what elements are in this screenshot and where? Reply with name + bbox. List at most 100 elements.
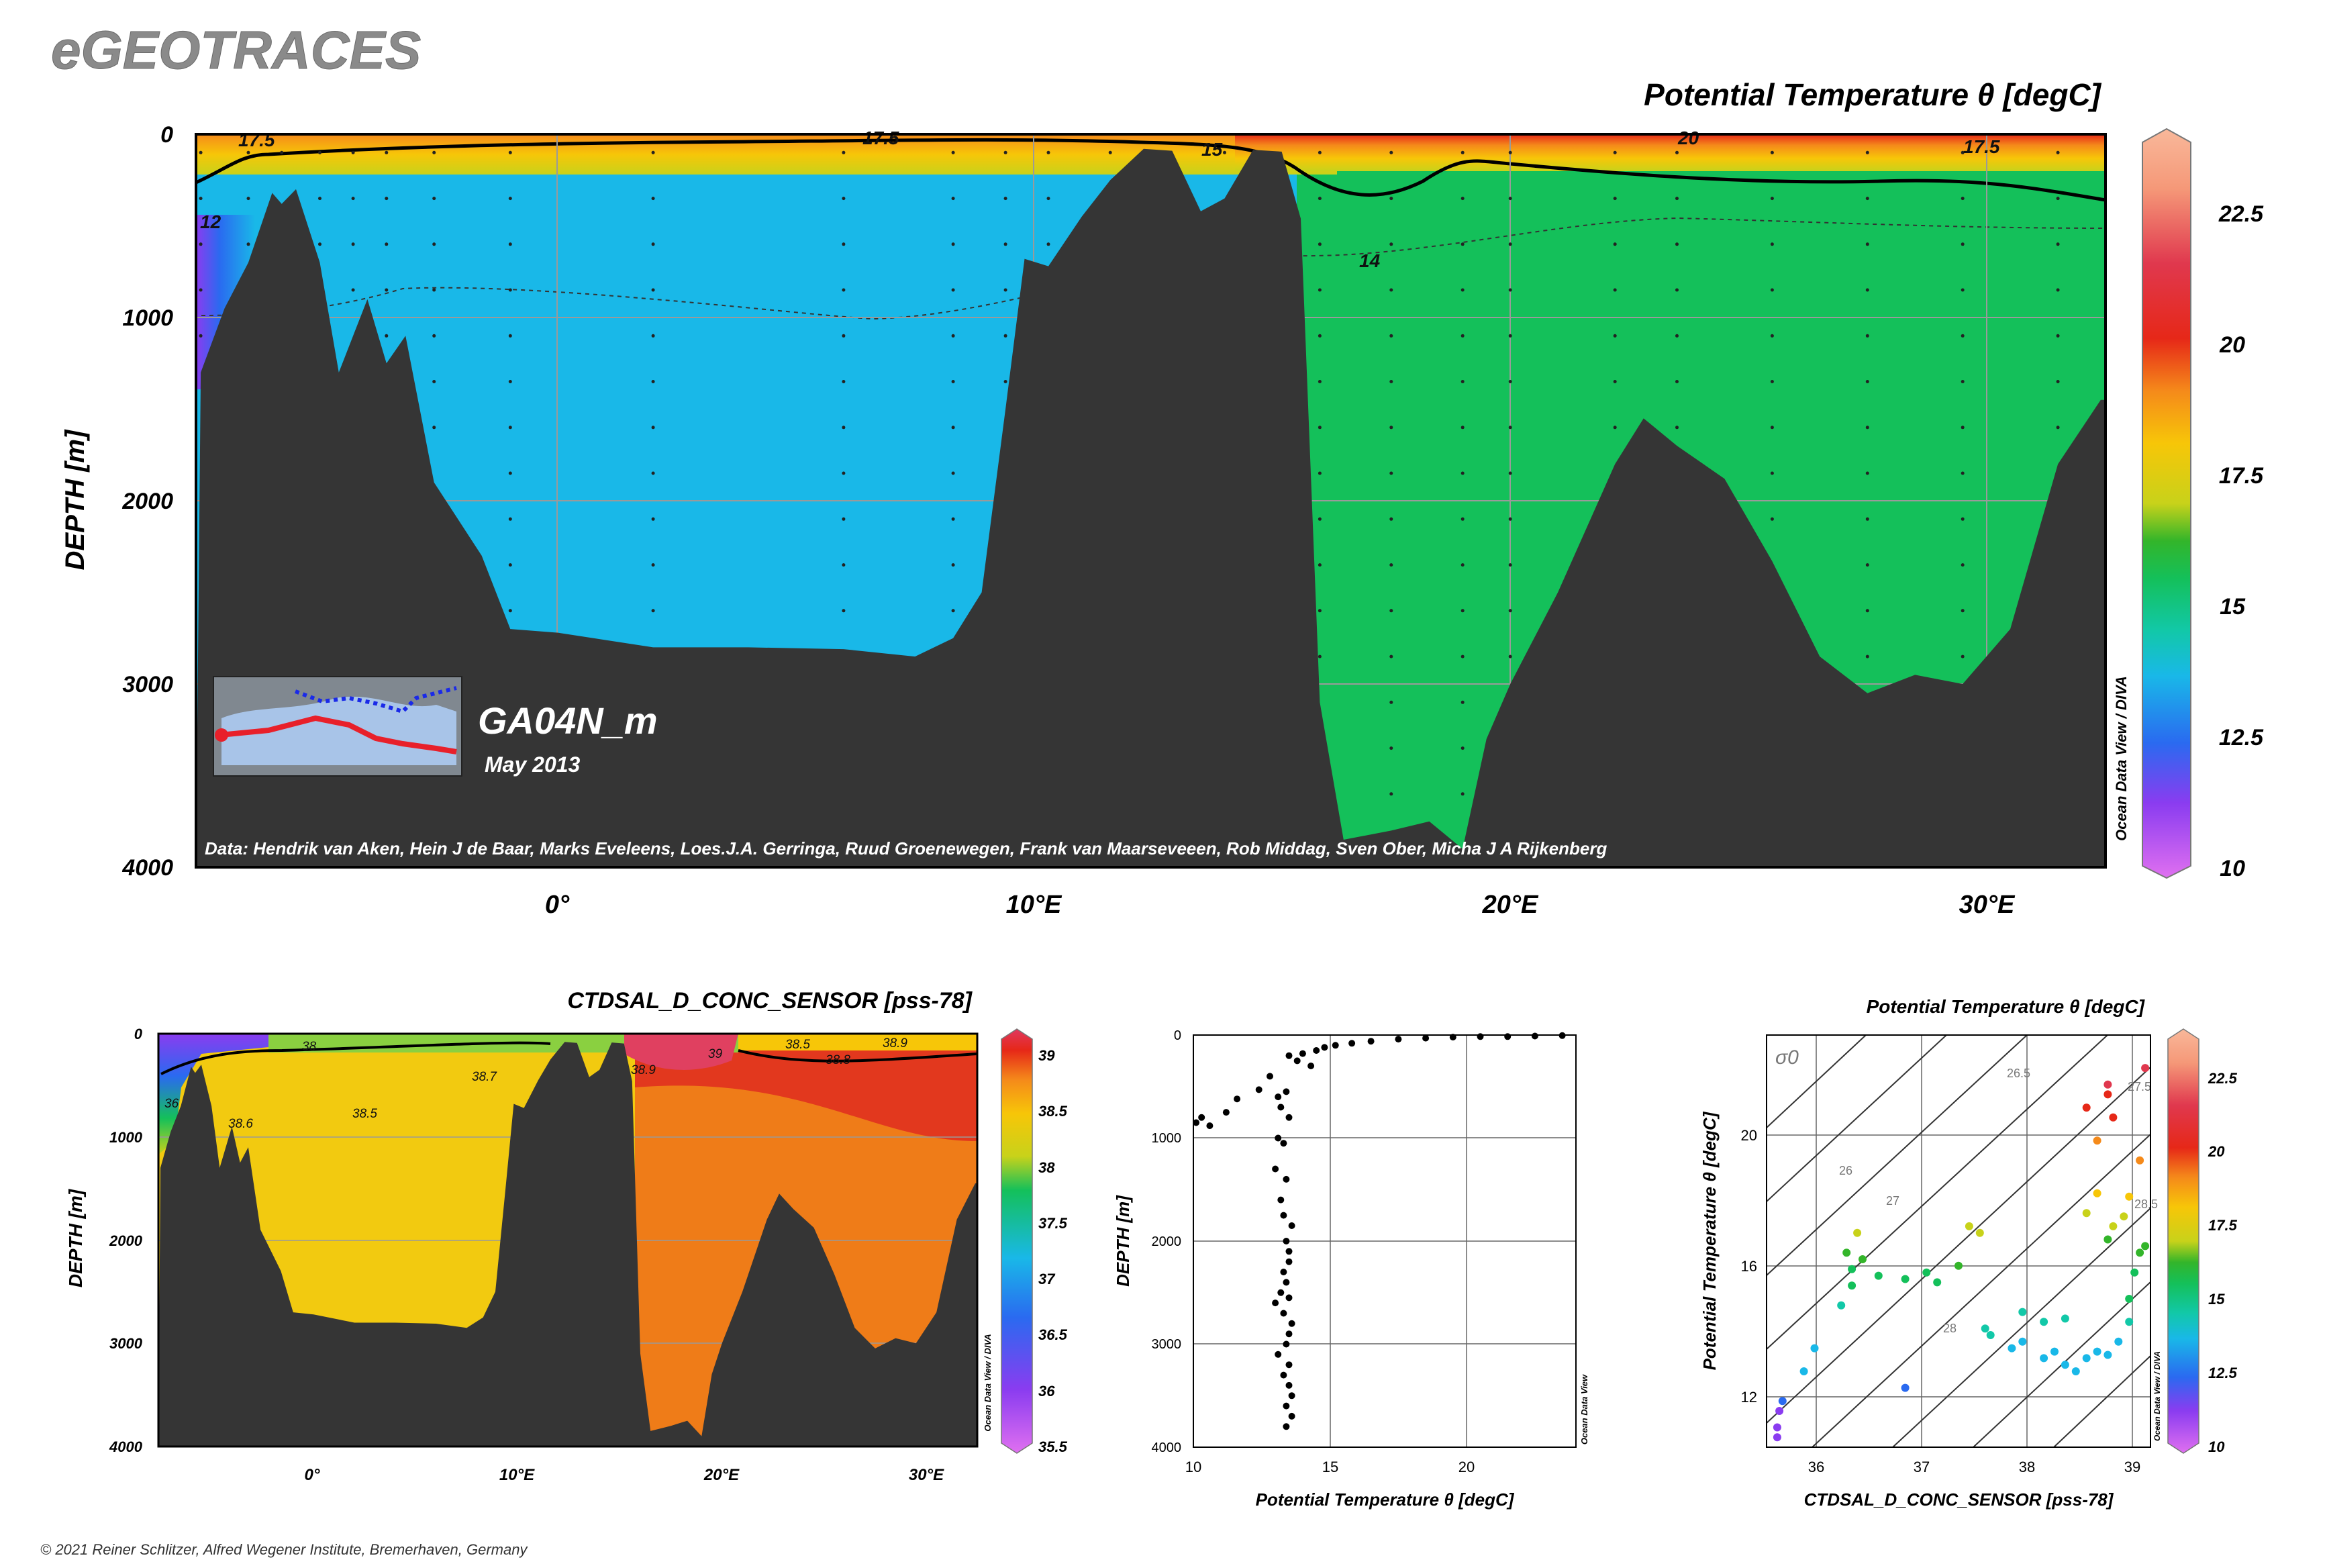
ts-point bbox=[2018, 1308, 2027, 1316]
sample-dot bbox=[1389, 197, 1393, 201]
ts-xtick: 37 bbox=[1914, 1459, 1930, 1475]
sample-dot bbox=[508, 150, 512, 154]
main-station-samples bbox=[199, 150, 2060, 796]
profile-point bbox=[1348, 1040, 1356, 1047]
profile-point bbox=[1285, 1258, 1293, 1265]
sample-dot bbox=[1961, 197, 1965, 201]
main-colorbar: 22.5 20 17.5 15 12.5 10 bbox=[2142, 128, 2264, 881]
sample-dot bbox=[1046, 150, 1050, 154]
sample-dot bbox=[842, 288, 846, 292]
main-contour-label: 12 bbox=[200, 211, 221, 232]
sample-dot bbox=[1460, 563, 1465, 567]
sample-dot bbox=[1865, 563, 1869, 567]
sample-dot bbox=[951, 471, 955, 475]
sample-dot bbox=[508, 197, 512, 201]
main-colorbar-tick: 12.5 bbox=[2219, 725, 2264, 750]
main-xtick: 20°E bbox=[1482, 891, 1539, 919]
sample-dot bbox=[2056, 150, 2060, 154]
ts-colorbar-tick: 22.5 bbox=[2208, 1070, 2238, 1087]
sample-dot bbox=[1675, 380, 1679, 383]
sample-dot bbox=[951, 380, 955, 383]
salinity-contour-label: 38 bbox=[302, 1040, 317, 1054]
sample-dot bbox=[1046, 197, 1050, 201]
salinity-colorbar-tick: 37 bbox=[1038, 1271, 1056, 1287]
salinity-surface-west bbox=[158, 1034, 282, 1155]
sample-dot bbox=[1318, 609, 1322, 613]
ts-point bbox=[2071, 1367, 2080, 1375]
salinity-contour-label: 38.7 bbox=[472, 1070, 497, 1084]
salinity-yticks: 0 1000 2000 3000 4000 bbox=[109, 1026, 143, 1455]
profile-point bbox=[1285, 1330, 1293, 1338]
salinity-xtick: 10°E bbox=[499, 1466, 535, 1484]
salinity-seafloor bbox=[158, 1042, 977, 1447]
sample-dot bbox=[385, 334, 389, 338]
sample-dot bbox=[1508, 288, 1512, 292]
ts-isopycnal-label: 28 bbox=[1943, 1322, 1957, 1335]
profile-point bbox=[1222, 1109, 1230, 1116]
sample-dot bbox=[1003, 288, 1007, 292]
station-map-track-north bbox=[294, 686, 457, 714]
ts-point bbox=[2082, 1354, 2091, 1363]
salinity-contour-labels: 38 38.7 38.5 38.6 39 38.5 38.8 38.9 38.9… bbox=[164, 1036, 907, 1131]
sample-dot bbox=[1675, 242, 1679, 246]
sample-dot bbox=[1003, 242, 1007, 246]
ts-isopycnal-label: 28.5 bbox=[2134, 1197, 2158, 1211]
salinity-contour-label: 38.9 bbox=[883, 1036, 907, 1050]
sample-dot bbox=[1961, 609, 1965, 613]
sample-dot bbox=[351, 288, 355, 292]
profile-point bbox=[1280, 1140, 1287, 1147]
sample-dot bbox=[842, 380, 846, 383]
ts-point bbox=[2103, 1080, 2112, 1089]
salinity-ytick: 3000 bbox=[109, 1335, 143, 1352]
sample-dot bbox=[1389, 242, 1393, 246]
sample-dot bbox=[651, 380, 655, 383]
sample-dot bbox=[1865, 654, 1869, 658]
salinity-watermark: Ocean Data View / DIVA bbox=[983, 1334, 993, 1431]
cruise-date: May 2013 bbox=[485, 752, 581, 777]
sample-dot bbox=[951, 150, 955, 154]
sample-dot bbox=[1770, 471, 1774, 475]
sample-dot bbox=[1675, 426, 1679, 430]
sample-dot bbox=[1460, 242, 1465, 246]
main-yticks: 0 1000 2000 3000 4000 bbox=[121, 122, 173, 881]
sample-dot bbox=[1770, 288, 1774, 292]
profile-point bbox=[1504, 1033, 1512, 1040]
main-colorbar-tick: 20 bbox=[2219, 332, 2245, 358]
profile-point bbox=[1422, 1034, 1430, 1042]
salinity-xtick: 30°E bbox=[909, 1466, 944, 1484]
main-colorbar-bar bbox=[2142, 128, 2191, 879]
salinity-contour-label: 39 bbox=[708, 1047, 723, 1061]
sample-dot bbox=[1508, 380, 1512, 383]
ts-isopycnal-label: 26 bbox=[1839, 1164, 1852, 1177]
sample-dot bbox=[508, 517, 512, 521]
sample-dot bbox=[199, 242, 203, 246]
sample-dot bbox=[432, 426, 436, 430]
profile-point bbox=[1283, 1340, 1290, 1348]
sample-dot bbox=[1961, 380, 1965, 383]
ts-xtick: 39 bbox=[2124, 1459, 2140, 1475]
profile-point bbox=[1277, 1196, 1285, 1204]
sample-dot bbox=[1961, 288, 1965, 292]
ts-point bbox=[2040, 1318, 2048, 1326]
sample-dot bbox=[1318, 197, 1322, 201]
ts-point bbox=[1773, 1423, 1781, 1432]
ts-point bbox=[1933, 1278, 1942, 1287]
profile-point bbox=[1206, 1122, 1214, 1130]
sample-dot bbox=[1961, 334, 1965, 338]
ts-point bbox=[1859, 1255, 1867, 1263]
sample-dot bbox=[1389, 517, 1393, 521]
sample-dot bbox=[1865, 334, 1869, 338]
sample-dot bbox=[1508, 197, 1512, 201]
profile-point bbox=[1272, 1300, 1279, 1307]
ts-point bbox=[1778, 1397, 1787, 1406]
profile-ytick: 2000 bbox=[1152, 1234, 1182, 1249]
sample-dot bbox=[1108, 150, 1112, 154]
sample-dot bbox=[1865, 609, 1869, 613]
sample-dot bbox=[508, 471, 512, 475]
ts-point bbox=[1837, 1301, 1846, 1310]
sample-dot bbox=[951, 563, 955, 567]
sample-dot bbox=[318, 242, 321, 246]
sample-dot bbox=[2056, 242, 2060, 246]
station-map-track bbox=[219, 715, 457, 754]
sample-dot bbox=[1046, 242, 1050, 246]
